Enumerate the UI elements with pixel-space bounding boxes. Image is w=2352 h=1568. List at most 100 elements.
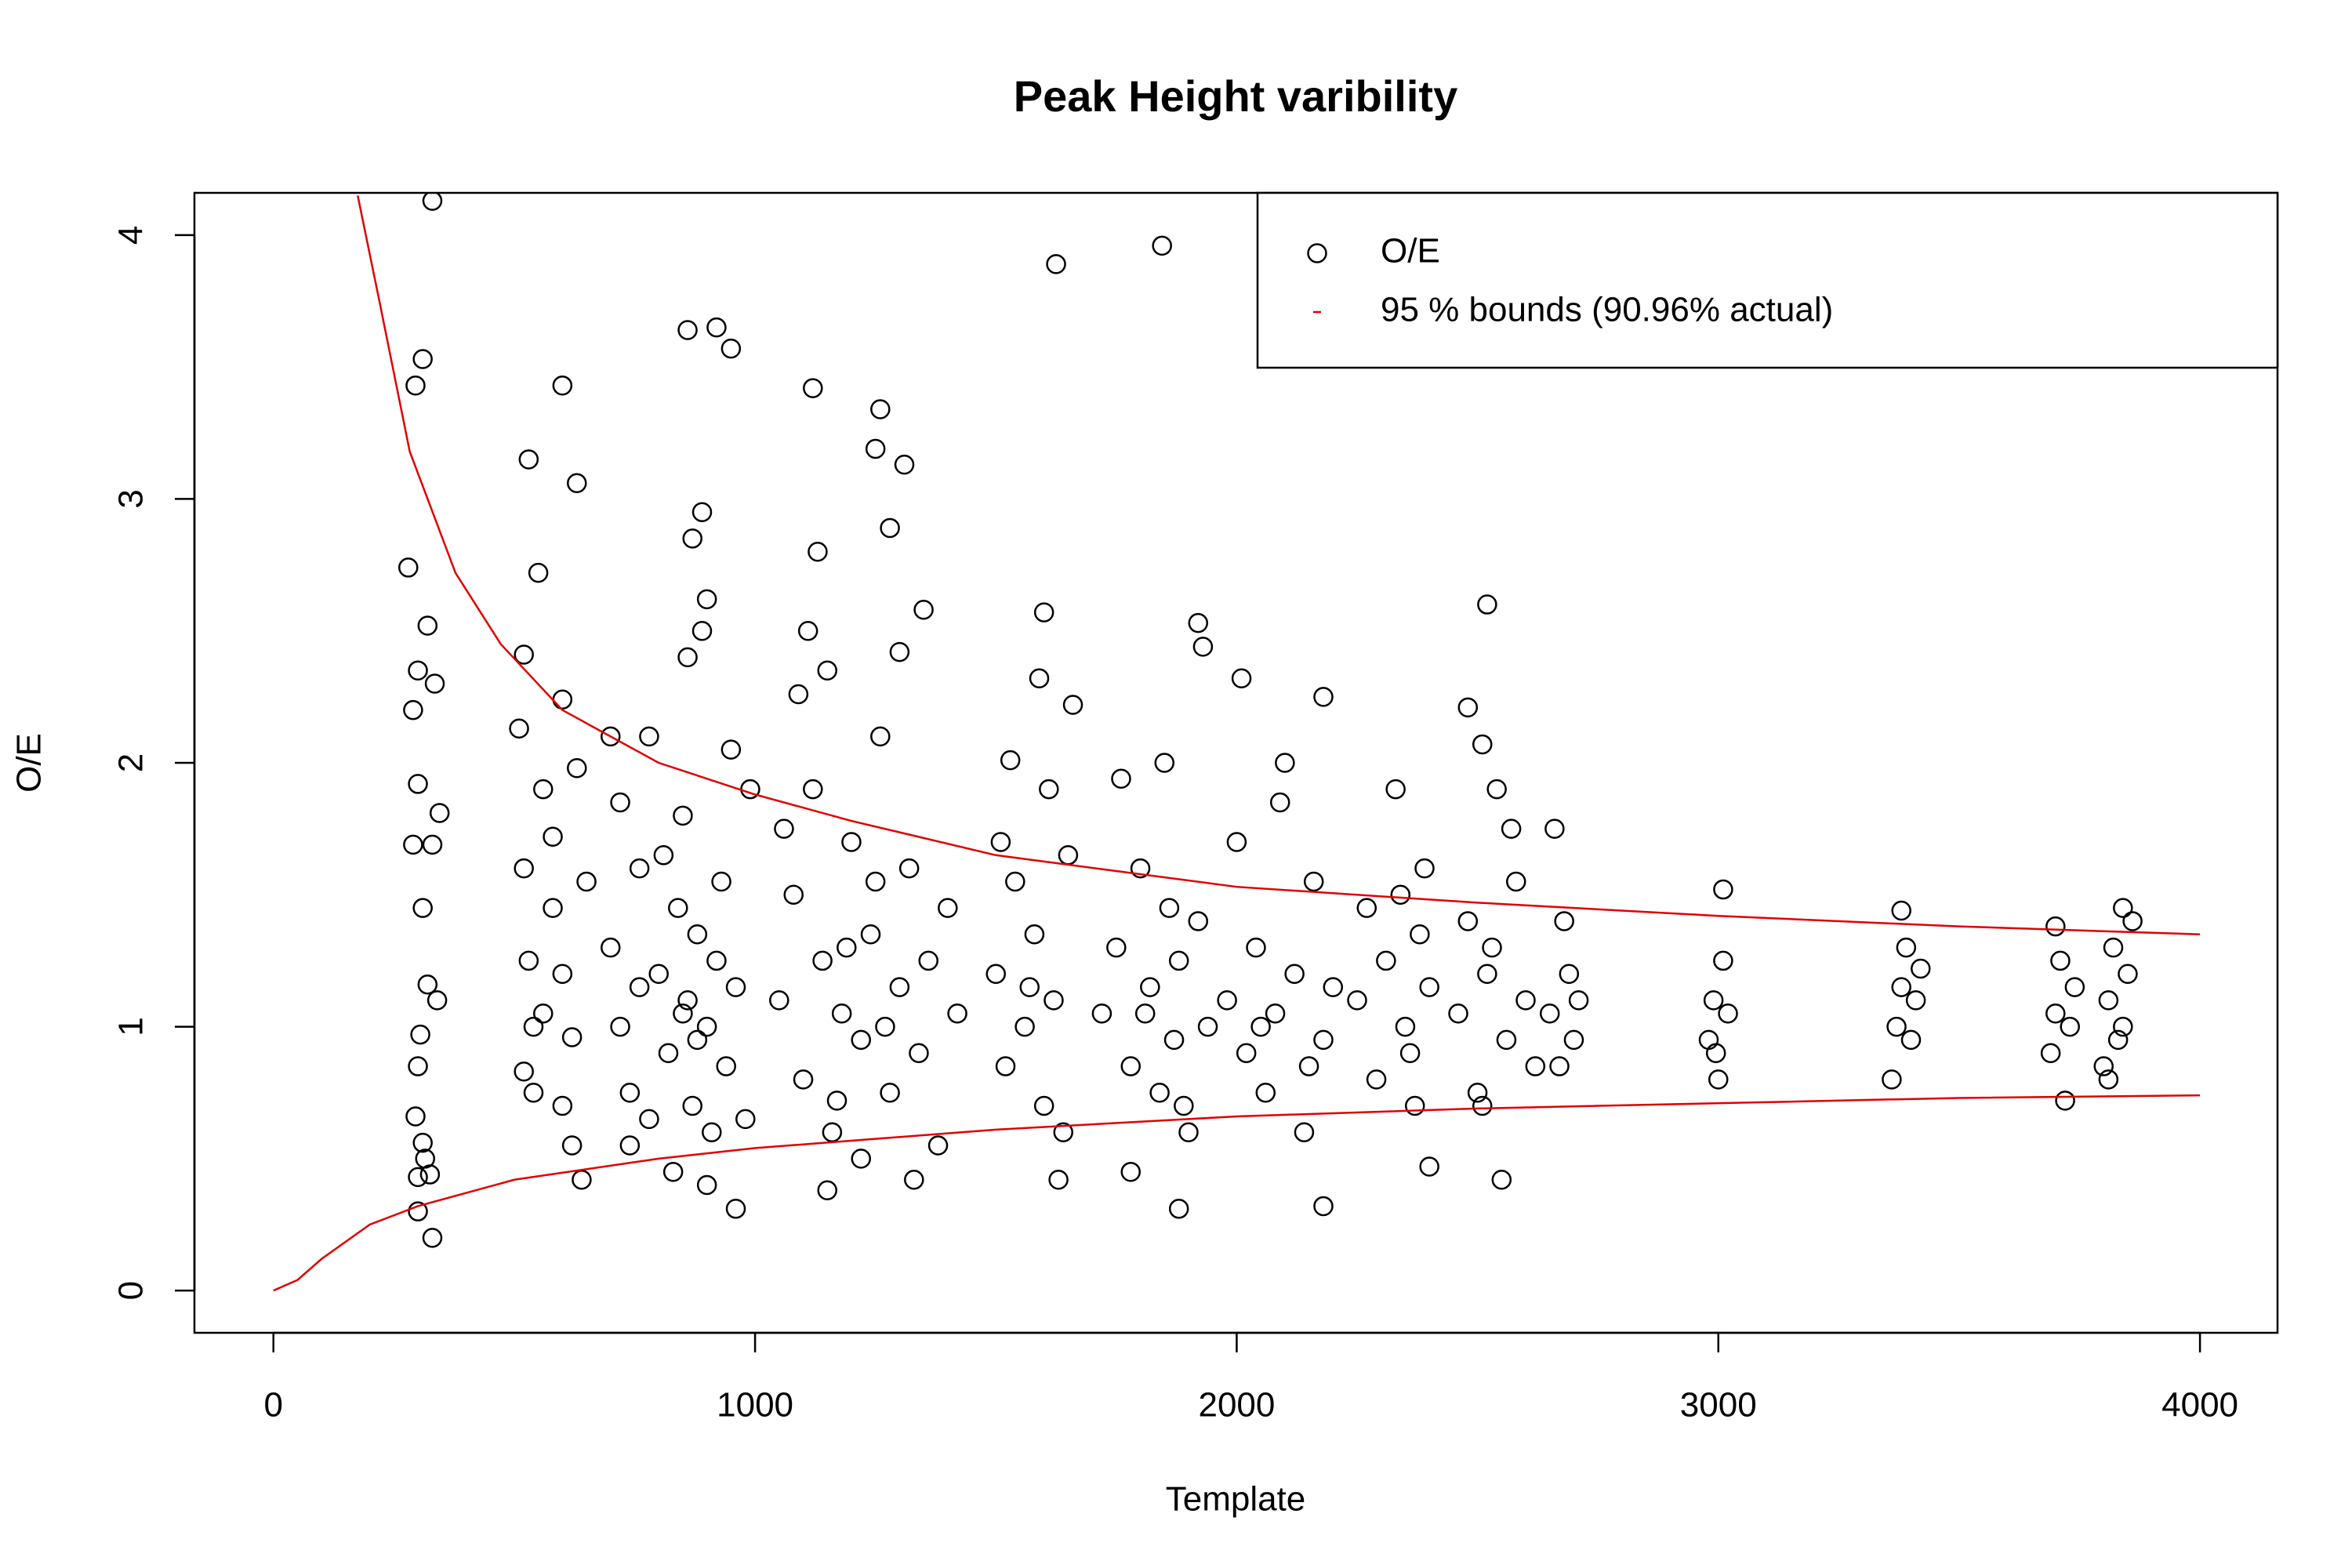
point (2113, 898, 2133, 918)
point (1062, 695, 1083, 715)
point (1477, 594, 1497, 615)
point (518, 449, 539, 470)
point (658, 1043, 679, 1063)
point (673, 1003, 693, 1024)
point (1024, 924, 1045, 945)
point (2093, 1056, 2114, 1076)
point (1419, 1156, 1439, 1177)
point (2098, 1069, 2119, 1090)
point (1039, 779, 1059, 800)
point (552, 964, 573, 985)
point (1019, 977, 1040, 997)
point (1053, 1122, 1074, 1142)
point (2055, 1091, 2075, 1111)
x-tick-label: 1000 (717, 1386, 793, 1425)
point (1134, 1003, 1156, 1024)
point (2060, 1016, 2080, 1037)
point (552, 1095, 573, 1116)
point (1486, 779, 1507, 800)
point (812, 950, 833, 971)
point (2045, 916, 2066, 937)
point (1048, 1170, 1069, 1190)
point (677, 647, 698, 668)
point (514, 1062, 534, 1082)
point (1120, 1161, 1142, 1182)
point (793, 1069, 814, 1090)
point (1188, 612, 1209, 633)
point (543, 898, 563, 918)
x-tick-label: 4000 (2161, 1386, 2238, 1425)
point (639, 726, 659, 747)
point (1448, 1003, 1468, 1024)
point (1250, 1016, 1271, 1037)
point (405, 375, 426, 396)
point (1347, 990, 1367, 1011)
y-axis-label: O/E (10, 733, 49, 793)
point (1896, 937, 1917, 958)
point (875, 1016, 895, 1037)
point (567, 757, 587, 779)
point (1568, 990, 1589, 1011)
point (1905, 990, 1926, 1011)
point (2050, 950, 2071, 971)
point (1192, 637, 1214, 657)
point (567, 473, 587, 493)
point (904, 1170, 924, 1190)
point (822, 1122, 843, 1142)
point (927, 1135, 949, 1156)
point (894, 454, 915, 475)
point (1014, 1016, 1035, 1037)
point (523, 1082, 544, 1103)
legend-label: 95 % bounds (90.96% actual) (1381, 291, 1833, 329)
point (788, 684, 809, 705)
point (1419, 977, 1439, 997)
point (735, 1109, 756, 1130)
point (629, 977, 650, 997)
point (1563, 1029, 1584, 1051)
point (1044, 990, 1064, 1011)
point (1217, 990, 1237, 1011)
point (769, 990, 789, 1011)
point (576, 871, 597, 892)
point (1154, 753, 1175, 773)
point (673, 805, 693, 826)
point (552, 375, 573, 396)
point (696, 1174, 717, 1196)
point (1505, 871, 1526, 892)
point (1457, 911, 1479, 931)
point (533, 779, 554, 800)
point (1226, 832, 1247, 852)
point (687, 924, 708, 945)
point (797, 620, 818, 641)
y-tick-label: 2 (112, 753, 151, 772)
point (1111, 768, 1131, 789)
point (1539, 1003, 1560, 1024)
point (716, 1056, 736, 1076)
point (1313, 687, 1334, 707)
point (1703, 990, 1724, 1011)
point (1467, 1082, 1488, 1103)
point (514, 644, 534, 665)
point (2045, 1003, 2066, 1024)
point (990, 832, 1011, 852)
point (706, 950, 727, 971)
point (687, 1029, 708, 1051)
point (1294, 1122, 1315, 1142)
point (826, 1091, 848, 1111)
point (918, 950, 938, 971)
point (1303, 871, 1324, 892)
point (677, 320, 698, 340)
point (783, 884, 804, 906)
point (720, 338, 742, 359)
point (1496, 1029, 1517, 1051)
point (851, 1029, 871, 1051)
point (1168, 1199, 1189, 1219)
point (528, 562, 549, 583)
point (865, 438, 886, 459)
y-tick-label: 4 (112, 226, 151, 245)
point (610, 792, 630, 813)
legend-label: O/E (1381, 232, 1440, 270)
point (1168, 950, 1189, 971)
point (1886, 1016, 1907, 1037)
